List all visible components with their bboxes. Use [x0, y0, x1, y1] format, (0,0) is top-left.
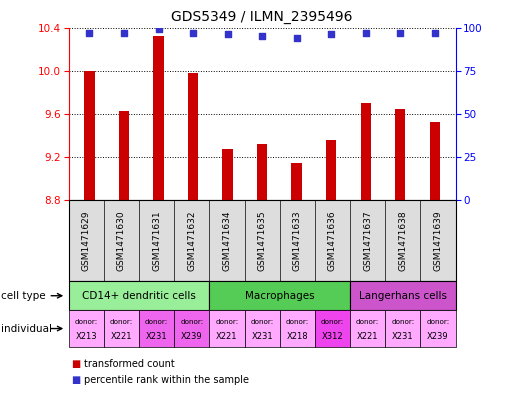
Text: Langerhans cells: Langerhans cells — [359, 291, 447, 301]
Point — [154, 26, 162, 32]
Text: GSM1471629: GSM1471629 — [82, 211, 91, 271]
Bar — [222, 149, 233, 200]
Text: ■: ■ — [71, 359, 80, 369]
Text: donor:: donor: — [286, 319, 309, 325]
Text: X213: X213 — [75, 332, 97, 341]
Text: X221: X221 — [357, 332, 378, 341]
Bar — [430, 121, 440, 200]
Text: CD14+ dendritic cells: CD14+ dendritic cells — [82, 291, 196, 301]
Point — [396, 29, 404, 36]
Bar — [257, 144, 267, 200]
Text: GSM1471636: GSM1471636 — [328, 210, 337, 271]
Point — [223, 31, 232, 38]
Text: GSM1471637: GSM1471637 — [363, 210, 372, 271]
Text: GSM1471638: GSM1471638 — [399, 210, 407, 271]
Text: GSM1471639: GSM1471639 — [434, 210, 442, 271]
Title: GDS5349 / ILMN_2395496: GDS5349 / ILMN_2395496 — [172, 10, 353, 24]
Bar — [292, 163, 302, 200]
Bar — [119, 111, 129, 200]
Text: donor:: donor: — [75, 319, 98, 325]
Text: GSM1471631: GSM1471631 — [152, 210, 161, 271]
Text: donor:: donor: — [145, 319, 168, 325]
Text: X239: X239 — [427, 332, 449, 341]
Text: donor:: donor: — [427, 319, 449, 325]
Point — [362, 29, 370, 36]
Text: X239: X239 — [181, 332, 203, 341]
Bar — [153, 36, 164, 200]
Bar — [395, 108, 406, 200]
Text: GSM1471630: GSM1471630 — [117, 210, 126, 271]
Point — [431, 29, 439, 36]
Point — [189, 29, 197, 36]
Point — [258, 33, 266, 39]
Text: donor:: donor: — [250, 319, 274, 325]
Text: Macrophages: Macrophages — [245, 291, 315, 301]
Text: X231: X231 — [251, 332, 273, 341]
Text: individual: individual — [1, 323, 52, 334]
Text: X231: X231 — [392, 332, 414, 341]
Text: ■: ■ — [71, 375, 80, 385]
Text: donor:: donor: — [110, 319, 133, 325]
Bar — [326, 140, 336, 200]
Bar — [360, 103, 371, 200]
Text: GSM1471632: GSM1471632 — [187, 211, 196, 271]
Point — [293, 35, 301, 41]
Text: cell type: cell type — [1, 291, 46, 301]
Text: donor:: donor: — [180, 319, 204, 325]
Text: donor:: donor: — [356, 319, 379, 325]
Bar — [84, 71, 95, 200]
Text: GSM1471633: GSM1471633 — [293, 210, 302, 271]
Text: GSM1471634: GSM1471634 — [222, 211, 232, 271]
Bar — [188, 73, 198, 200]
Point — [120, 29, 128, 36]
Text: X218: X218 — [287, 332, 308, 341]
Point — [327, 31, 335, 38]
Text: donor:: donor: — [215, 319, 239, 325]
Text: donor:: donor: — [321, 319, 344, 325]
Text: X221: X221 — [111, 332, 132, 341]
Text: X312: X312 — [322, 332, 343, 341]
Text: donor:: donor: — [391, 319, 414, 325]
Text: transformed count: transformed count — [84, 359, 175, 369]
Text: X231: X231 — [146, 332, 167, 341]
Text: X221: X221 — [216, 332, 238, 341]
Point — [86, 29, 94, 36]
Text: percentile rank within the sample: percentile rank within the sample — [84, 375, 249, 385]
Text: GSM1471635: GSM1471635 — [258, 210, 267, 271]
